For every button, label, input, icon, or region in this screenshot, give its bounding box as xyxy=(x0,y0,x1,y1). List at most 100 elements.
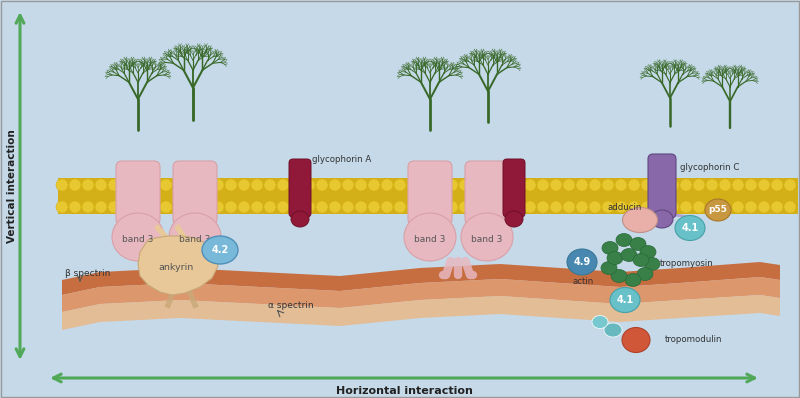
Ellipse shape xyxy=(589,201,601,213)
Ellipse shape xyxy=(511,179,523,191)
Ellipse shape xyxy=(622,328,650,353)
Ellipse shape xyxy=(316,201,328,213)
Ellipse shape xyxy=(303,179,315,191)
Ellipse shape xyxy=(628,179,640,191)
Ellipse shape xyxy=(637,267,653,281)
Ellipse shape xyxy=(563,201,575,213)
Ellipse shape xyxy=(667,179,679,191)
Ellipse shape xyxy=(651,210,673,228)
Bar xyxy=(183,218,207,240)
Ellipse shape xyxy=(108,201,120,213)
Ellipse shape xyxy=(212,179,224,191)
Ellipse shape xyxy=(225,201,237,213)
Ellipse shape xyxy=(446,179,458,191)
Text: α spectrin: α spectrin xyxy=(268,302,314,310)
Ellipse shape xyxy=(69,179,81,191)
Ellipse shape xyxy=(238,179,250,191)
Ellipse shape xyxy=(238,201,250,213)
Ellipse shape xyxy=(680,201,692,213)
Ellipse shape xyxy=(381,179,393,191)
Text: Vertical interaction: Vertical interaction xyxy=(7,129,17,243)
Text: glycophorin C: glycophorin C xyxy=(680,162,739,172)
Ellipse shape xyxy=(641,179,653,191)
Ellipse shape xyxy=(264,179,276,191)
Ellipse shape xyxy=(316,179,328,191)
Ellipse shape xyxy=(537,179,549,191)
Ellipse shape xyxy=(147,201,159,213)
Polygon shape xyxy=(138,236,218,295)
Text: p55: p55 xyxy=(709,205,727,215)
Ellipse shape xyxy=(505,211,523,227)
Ellipse shape xyxy=(202,236,238,264)
Ellipse shape xyxy=(745,201,757,213)
Text: 4.9: 4.9 xyxy=(574,257,590,267)
Ellipse shape xyxy=(625,273,641,287)
Ellipse shape xyxy=(602,242,618,254)
Ellipse shape xyxy=(108,179,120,191)
Ellipse shape xyxy=(616,234,632,246)
Ellipse shape xyxy=(641,201,653,213)
Ellipse shape xyxy=(622,207,658,232)
Ellipse shape xyxy=(461,213,513,261)
Ellipse shape xyxy=(633,254,649,267)
Bar xyxy=(418,218,442,240)
Ellipse shape xyxy=(169,213,221,261)
Ellipse shape xyxy=(601,261,617,275)
Ellipse shape xyxy=(621,248,637,261)
Ellipse shape xyxy=(121,179,133,191)
Ellipse shape xyxy=(134,201,146,213)
Ellipse shape xyxy=(771,179,783,191)
Ellipse shape xyxy=(719,179,731,191)
Ellipse shape xyxy=(524,201,536,213)
Polygon shape xyxy=(62,295,780,330)
Ellipse shape xyxy=(291,211,309,227)
Ellipse shape xyxy=(630,238,646,250)
Ellipse shape xyxy=(511,201,523,213)
Ellipse shape xyxy=(251,201,263,213)
Ellipse shape xyxy=(303,201,315,213)
Ellipse shape xyxy=(277,201,289,213)
Ellipse shape xyxy=(160,201,172,213)
Ellipse shape xyxy=(446,201,458,213)
Ellipse shape xyxy=(394,201,406,213)
Bar xyxy=(126,218,150,240)
Ellipse shape xyxy=(602,201,614,213)
Ellipse shape xyxy=(758,179,770,191)
Polygon shape xyxy=(62,277,780,312)
Ellipse shape xyxy=(368,201,380,213)
Ellipse shape xyxy=(290,179,302,191)
Ellipse shape xyxy=(186,201,198,213)
Ellipse shape xyxy=(589,179,601,191)
Ellipse shape xyxy=(732,201,744,213)
Ellipse shape xyxy=(459,201,471,213)
Ellipse shape xyxy=(615,201,627,213)
Ellipse shape xyxy=(329,179,341,191)
Text: 4.2: 4.2 xyxy=(211,245,229,255)
Ellipse shape xyxy=(771,201,783,213)
Ellipse shape xyxy=(567,249,597,275)
Ellipse shape xyxy=(433,201,445,213)
Ellipse shape xyxy=(112,213,164,261)
Ellipse shape xyxy=(472,201,484,213)
Ellipse shape xyxy=(784,201,796,213)
Ellipse shape xyxy=(615,179,627,191)
Ellipse shape xyxy=(563,179,575,191)
Ellipse shape xyxy=(407,201,419,213)
Text: tropomodulin: tropomodulin xyxy=(665,336,722,345)
Ellipse shape xyxy=(576,179,588,191)
Ellipse shape xyxy=(342,201,354,213)
Ellipse shape xyxy=(134,179,146,191)
FancyBboxPatch shape xyxy=(289,159,311,217)
Polygon shape xyxy=(62,262,780,295)
Ellipse shape xyxy=(628,201,640,213)
Ellipse shape xyxy=(381,201,393,213)
Ellipse shape xyxy=(407,179,419,191)
Text: 4.1: 4.1 xyxy=(616,295,634,305)
Text: Horizontal interaction: Horizontal interaction xyxy=(335,386,473,396)
Ellipse shape xyxy=(264,201,276,213)
Ellipse shape xyxy=(342,179,354,191)
Text: band 3: band 3 xyxy=(122,234,154,244)
Ellipse shape xyxy=(592,316,608,328)
Bar xyxy=(58,178,798,214)
Ellipse shape xyxy=(277,179,289,191)
